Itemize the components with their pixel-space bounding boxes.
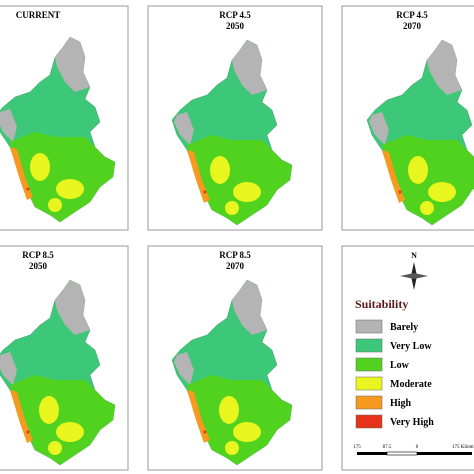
legend-title: Suitability [355, 297, 408, 311]
region-high [187, 150, 210, 203]
north-label: N [411, 251, 417, 260]
region-high [10, 147, 33, 200]
panel-title: 2050 [29, 261, 48, 271]
region-high [382, 150, 405, 203]
panel-title: RCP 4.5 [396, 10, 428, 20]
legend-swatch [355, 319, 383, 334]
region-very-high [398, 190, 402, 194]
panel-title: RCP 8.5 [219, 250, 251, 260]
legend-swatch [355, 414, 383, 429]
region-barely [55, 280, 90, 335]
scale-label: 175 Kilom [452, 445, 474, 450]
region-moderate [56, 422, 84, 442]
map [171, 279, 293, 466]
region-very-high [26, 430, 30, 434]
map [0, 279, 116, 466]
region-moderate [30, 153, 50, 181]
region-moderate [210, 156, 230, 184]
region-barely [232, 40, 267, 95]
region-barely [0, 352, 17, 385]
region-moderate [233, 422, 261, 442]
region-low [187, 135, 292, 225]
legend-label: Moderate [390, 379, 432, 390]
region-very-high [203, 430, 207, 434]
map [171, 39, 293, 226]
legend-label: Barely [390, 322, 418, 333]
region-barely [427, 40, 462, 95]
region-moderate [48, 198, 62, 212]
region-moderate [56, 179, 84, 199]
map [366, 39, 474, 226]
panel-title: 2070 [226, 261, 245, 271]
map [0, 36, 116, 223]
panel-title: CURRENT [16, 10, 61, 20]
region-moderate [39, 396, 59, 424]
legend-label: Very High [390, 417, 434, 428]
panel-title: RCP 4.5 [219, 10, 251, 20]
legend-swatch [355, 376, 383, 391]
region-moderate [408, 156, 428, 184]
legend-swatch [355, 357, 383, 372]
legend-swatch [355, 338, 383, 353]
panel-title: RCP 8.5 [22, 250, 54, 260]
region-moderate [225, 441, 239, 455]
region-low [10, 375, 115, 465]
north-arrow [400, 262, 428, 290]
region-barely [174, 352, 194, 385]
region-barely [174, 112, 194, 145]
region-very-high [203, 190, 207, 194]
region-high [10, 390, 33, 443]
legend-swatch [355, 395, 383, 410]
legend-label: Very Low [390, 341, 432, 352]
region-moderate [233, 182, 261, 202]
region-barely [0, 109, 17, 142]
legend-label: High [390, 398, 412, 409]
panel-title: 2050 [226, 21, 245, 31]
region-moderate [428, 182, 456, 202]
scale-bar [357, 451, 472, 456]
region-barely [232, 280, 267, 335]
scale-label: 0 [416, 445, 419, 450]
region-barely [55, 37, 90, 92]
region-very-high [26, 187, 30, 191]
scale-label: 87.5 [383, 445, 392, 450]
region-barely [369, 112, 389, 145]
region-moderate [219, 396, 239, 424]
region-moderate [420, 201, 434, 215]
region-high [187, 390, 210, 443]
scale-label: 175 [353, 445, 361, 450]
region-moderate [48, 441, 62, 455]
region-low [382, 135, 474, 225]
panel-title: 2070 [403, 21, 422, 31]
legend-label: Low [390, 360, 410, 371]
region-low [187, 375, 292, 465]
region-moderate [225, 201, 239, 215]
